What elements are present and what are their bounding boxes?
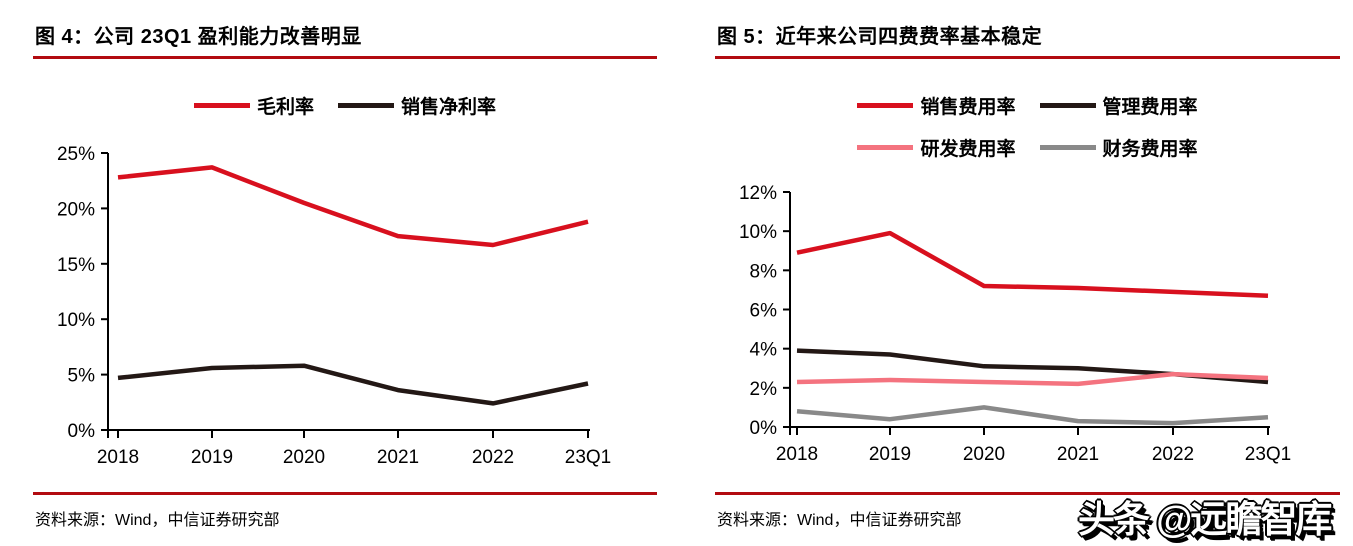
y-axis-label: 20% [57, 199, 95, 220]
legend-swatch-icon [193, 103, 250, 108]
x-axis-label: 2022 [1152, 444, 1194, 465]
legend-item: 销售净利率 [338, 92, 496, 119]
figure4-legend: 毛利率 销售净利率 [33, 92, 657, 119]
legend-item: 财务费用率 [1039, 134, 1198, 161]
figure4-source-note: 资料来源：Wind，中信证券研究部 [35, 512, 280, 529]
y-axis-label: 25% [57, 144, 95, 165]
legend-label: 毛利率 [256, 97, 314, 118]
x-axis-label: 2020 [963, 444, 1005, 465]
y-axis-label: 2% [750, 379, 778, 400]
y-axis-label: 6% [750, 301, 778, 322]
x-axis-label: 2021 [377, 447, 419, 468]
legend-row: 毛利率 销售净利率 [182, 92, 508, 119]
figure5-title-rule [715, 56, 1340, 59]
figure4-line-chart: 0% 5% 10% 15% 20% 25% 2018 2019 2020 2021 2022 23Q1 [57, 144, 611, 468]
axis-line [107, 153, 590, 438]
y-axis-label: 0% [750, 418, 778, 439]
legend-label: 管理费用率 [1102, 97, 1198, 118]
y-axis-label: 0% [68, 421, 96, 442]
x-axis-label: 23Q1 [1245, 444, 1291, 465]
legend-row: 销售费用率 管理费用率 [845, 92, 1209, 119]
legend-label: 财务费用率 [1102, 139, 1198, 160]
legend-item: 管理费用率 [1039, 92, 1198, 119]
legend-label: 销售费用率 [920, 97, 1016, 118]
y-axis-label: 10% [739, 222, 777, 243]
legend-swatch-icon [857, 145, 914, 150]
figure5-title: 图 5：近年来公司四费费率基本稳定 [717, 26, 1043, 48]
x-axis-label: 2020 [283, 447, 325, 468]
y-axis-label: 5% [68, 366, 96, 387]
legend-item: 毛利率 [193, 92, 314, 119]
x-axis-label: 2018 [776, 444, 818, 465]
x-axis-label: 2022 [472, 447, 514, 468]
series-line-毛利率 [117, 165, 589, 248]
figure5-legend: 销售费用率 管理费用率研发费用率 财务费用率 [715, 92, 1340, 161]
series-line-销售净利率 [117, 363, 589, 406]
figure4-title-rule [33, 56, 657, 59]
legend-swatch-icon [1039, 145, 1096, 150]
watermark: 头条 @远瞻智库 [1078, 499, 1332, 540]
figure5-line-chart: 0% 2% 4% 6% 8% 10% 12% 2018 2019 2020 2021 2022 23Q1 [739, 183, 1291, 465]
x-axis-label: 23Q1 [565, 447, 611, 468]
axis-line [789, 192, 1270, 435]
x-axis-label: 2018 [97, 447, 139, 468]
legend-label: 研发费用率 [920, 139, 1016, 160]
figure5-footer-rule [715, 492, 1340, 495]
legend-swatch-icon [857, 103, 914, 108]
x-axis-label: 2021 [1057, 444, 1099, 465]
legend-swatch-icon [1039, 103, 1096, 108]
legend-row: 研发费用率 财务费用率 [845, 134, 1209, 161]
x-axis-label: 2019 [191, 447, 233, 468]
series-line-研发费用率 [796, 371, 1269, 387]
figure4-title: 图 4：公司 23Q1 盈利能力改善明显 [35, 26, 362, 48]
series-line-财务费用率 [796, 405, 1269, 426]
y-axis-label: 8% [750, 261, 778, 282]
legend-item: 研发费用率 [857, 134, 1016, 161]
figure4-footer-rule [33, 492, 657, 495]
y-axis-label: 15% [57, 255, 95, 276]
figure5-panel: 图 5：近年来公司四费费率基本稳定 销售费用率 管理费用率研发费用率 财务费用率 0… [715, 0, 1340, 546]
y-axis-label: 10% [57, 310, 95, 331]
legend-label: 销售净利率 [401, 97, 497, 118]
figure5-source-note: 资料来源：Wind，中信证券研究部 [717, 512, 962, 529]
legend-item: 销售费用率 [857, 92, 1016, 119]
y-axis-label: 4% [750, 340, 778, 361]
x-axis-label: 2019 [869, 444, 911, 465]
series-line-销售费用率 [796, 230, 1269, 299]
figure4-panel: 图 4：公司 23Q1 盈利能力改善明显 毛利率 销售净利率 0% 5% 10% 15%… [33, 0, 657, 546]
y-axis-label: 12% [739, 183, 777, 204]
legend-swatch-icon [338, 103, 394, 108]
